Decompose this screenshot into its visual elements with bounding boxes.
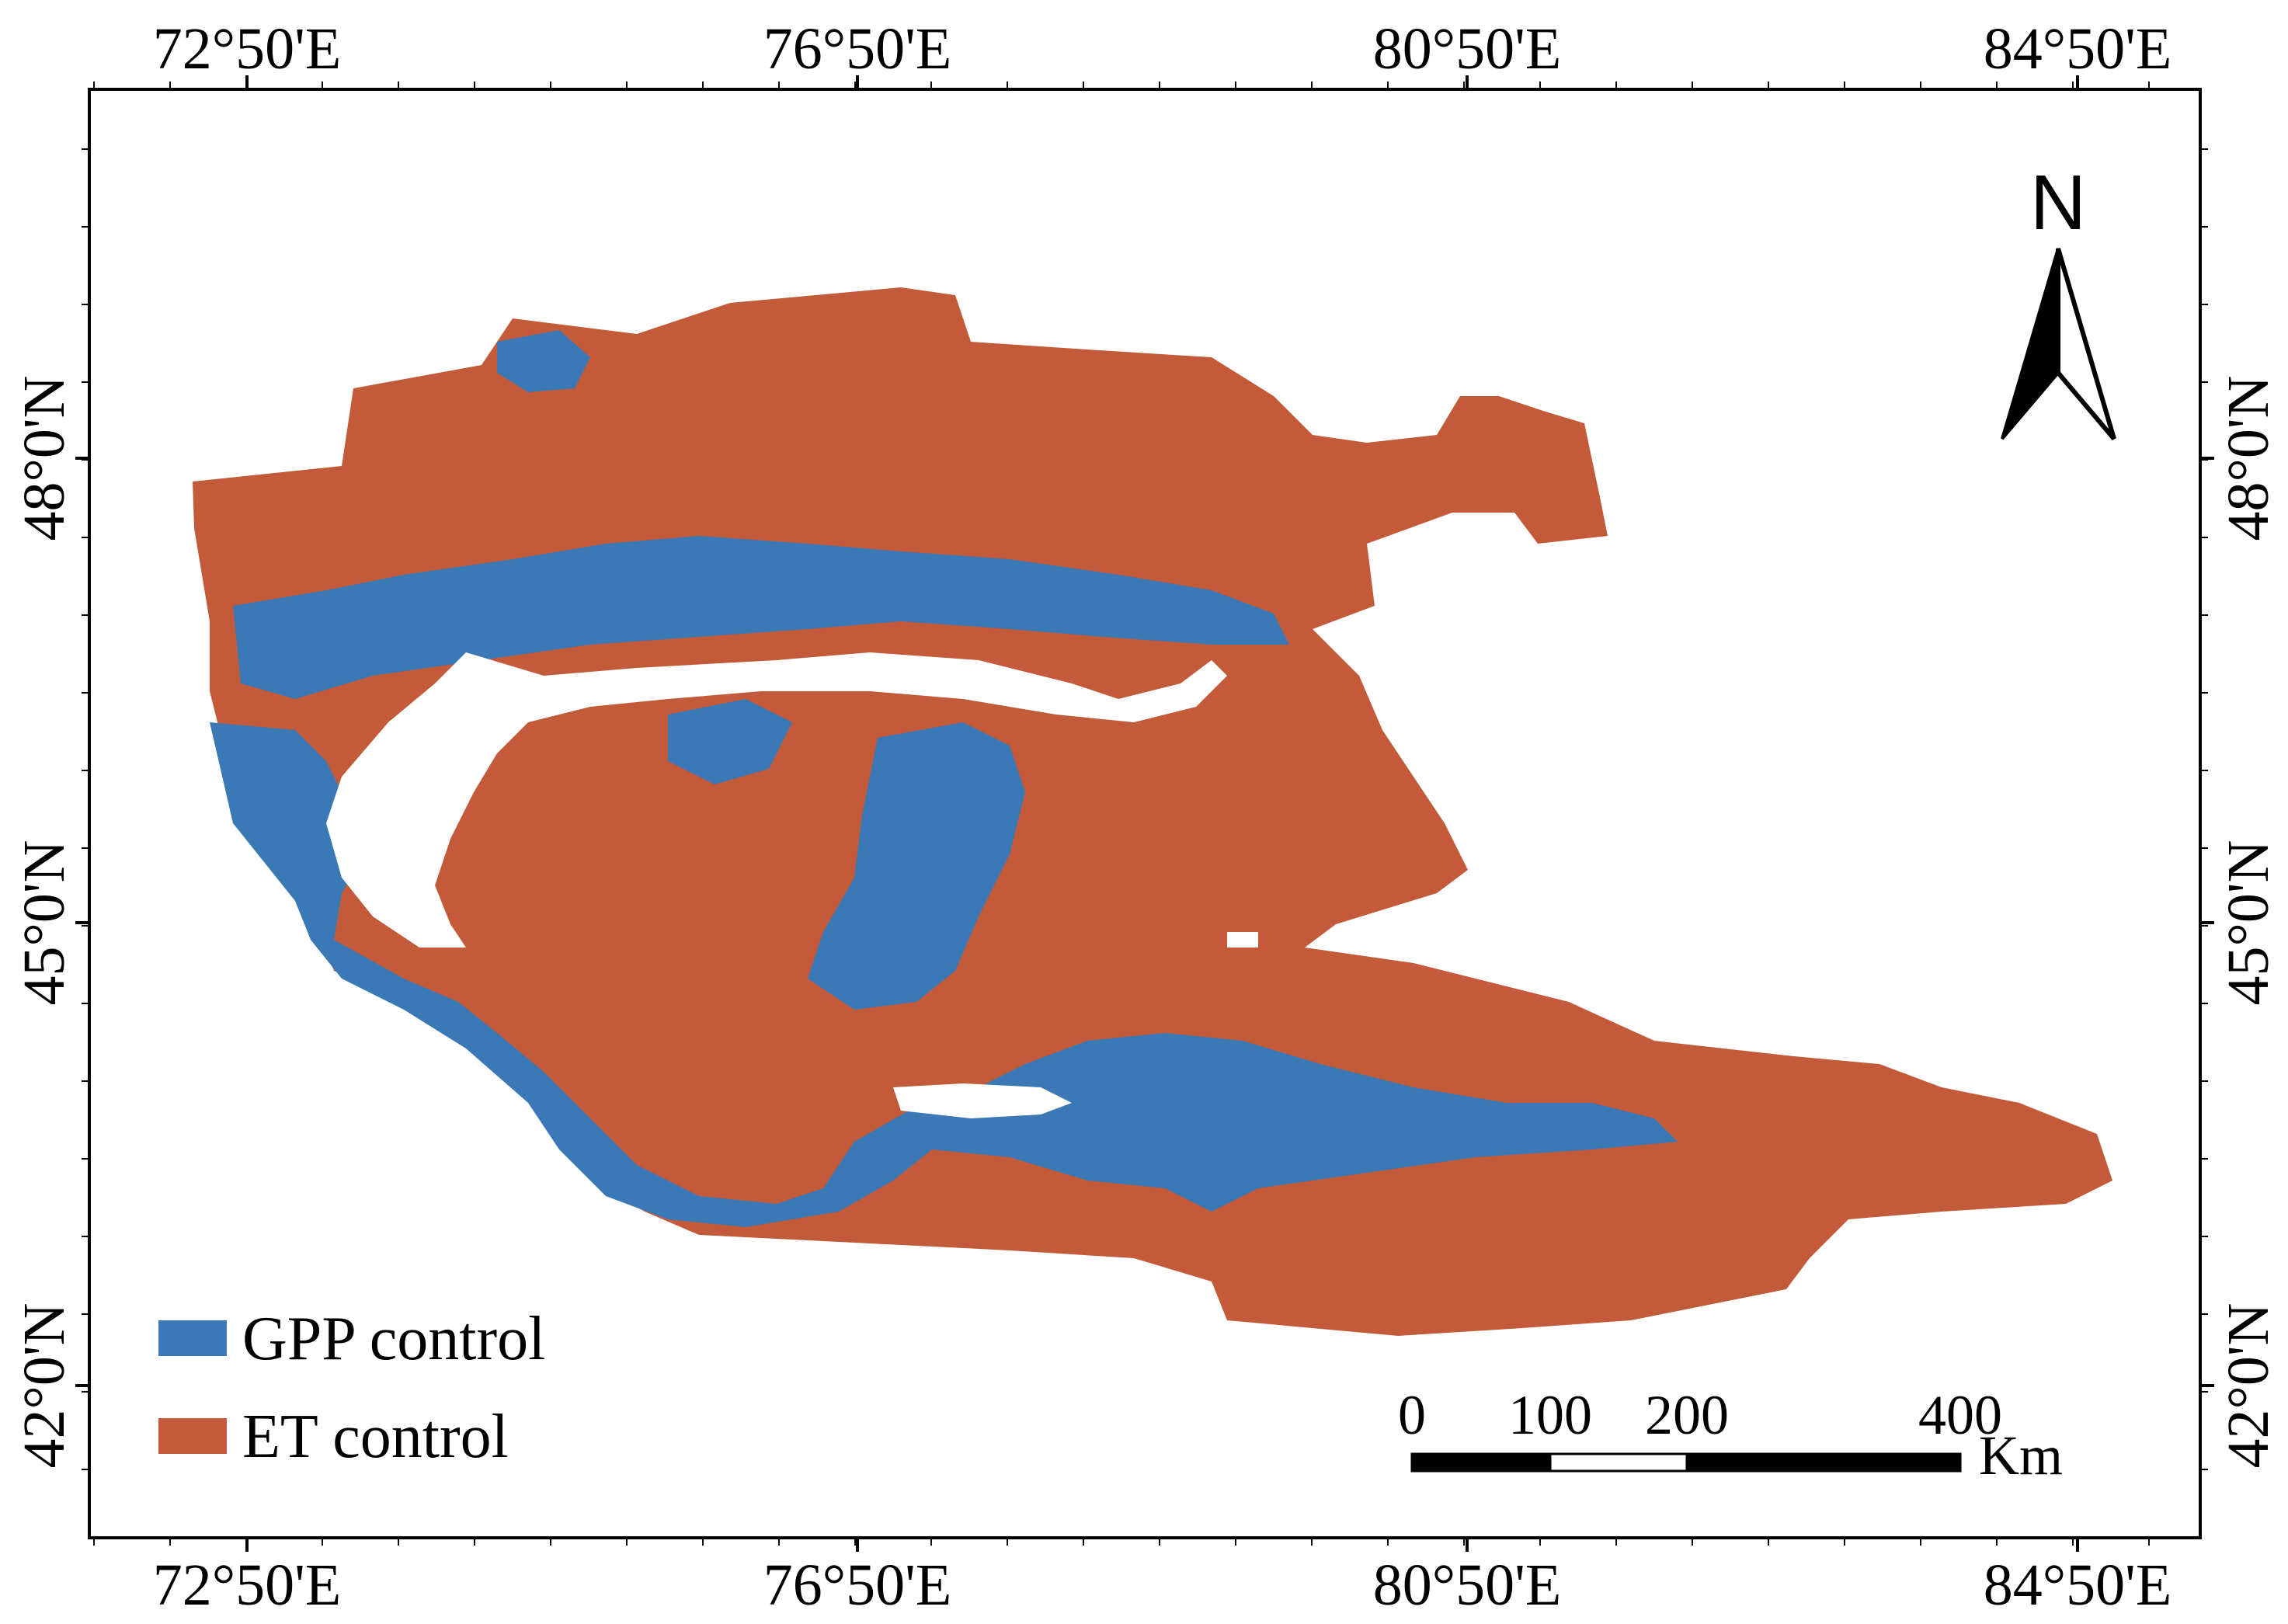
white-gap	[326, 652, 1227, 948]
north-arrow-icon: N	[2001, 159, 2116, 440]
scale-unit-label: Km	[1979, 1424, 2063, 1487]
scale-tick-label: 100	[1508, 1384, 1592, 1446]
gpp-control-area	[497, 330, 590, 392]
legend-label-et: ET control	[242, 1403, 509, 1471]
bottom-lon-label: 72°50'E	[153, 1553, 342, 1618]
legend-swatch-et	[158, 1418, 227, 1454]
gpp-control-area	[668, 699, 792, 784]
north-arrow-left-half	[2001, 248, 2060, 440]
left-lat-label: 42°0'N	[12, 1303, 77, 1469]
scale-bar: 0 100 200 400 Km	[1398, 1384, 2063, 1487]
top-lon-label: 84°50'E	[1984, 16, 2172, 82]
scale-segment-1	[1410, 1452, 1552, 1473]
gpp-control-area	[210, 722, 1678, 1227]
top-lon-label: 80°50'E	[1373, 16, 1562, 82]
major-ticks	[75, 75, 2214, 1552]
scale-tick-label: 400	[1918, 1384, 2002, 1446]
right-lat-label: 42°0'N	[2216, 1303, 2281, 1469]
top-lon-label: 72°50'E	[153, 16, 342, 82]
white-gap	[1227, 932, 1258, 948]
gpp-control-area	[808, 722, 1025, 1010]
white-gap	[893, 1083, 1072, 1118]
legend-swatch-gpp	[158, 1320, 227, 1356]
bottom-lon-label: 76°50'E	[763, 1553, 952, 1618]
scale-segment-3	[1685, 1452, 1962, 1473]
scale-tick-label: 0	[1398, 1384, 1426, 1446]
left-lat-label: 48°0'N	[12, 376, 77, 541]
gpp-control-area	[233, 536, 1289, 699]
map-frame	[88, 88, 2202, 1539]
bottom-lon-label: 80°50'E	[1373, 1553, 1562, 1618]
left-lat-label: 45°0'N	[12, 840, 77, 1006]
right-lat-label: 48°0'N	[2216, 376, 2281, 541]
scale-tick-label: 200	[1645, 1384, 1729, 1446]
bottom-lon-label: 84°50'E	[1984, 1553, 2172, 1618]
north-arrow-right-half	[2056, 248, 2116, 440]
legend-label-gpp: GPP control	[242, 1305, 545, 1373]
right-lat-label: 45°0'N	[2216, 840, 2281, 1006]
top-lon-label: 76°50'E	[763, 16, 952, 82]
map-region	[193, 287, 2112, 1336]
scale-segment-2	[1549, 1452, 1688, 1473]
north-label: N	[2030, 159, 2086, 246]
legend: GPP control ET control	[158, 1305, 545, 1471]
